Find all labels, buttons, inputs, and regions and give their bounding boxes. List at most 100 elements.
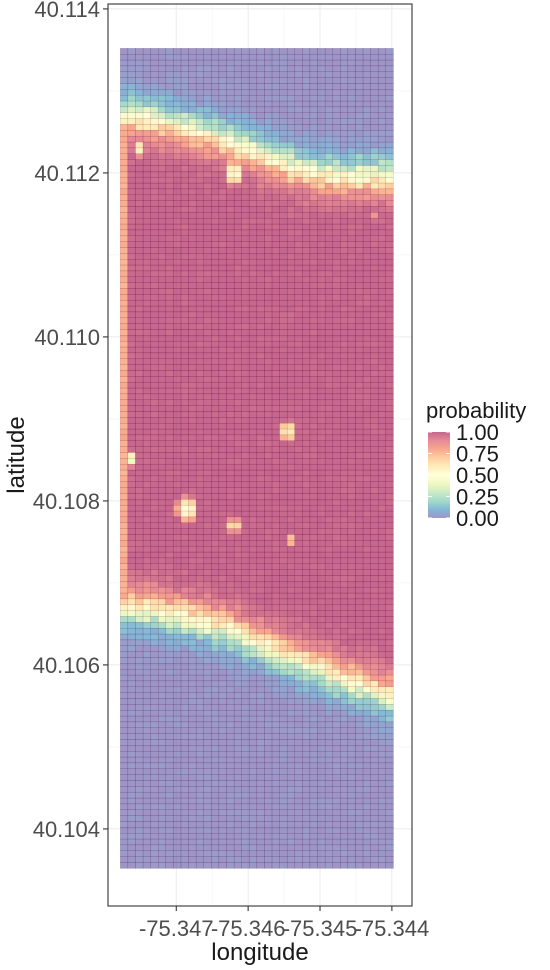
- probability-cell: [166, 552, 174, 558]
- probability-cell: [287, 376, 295, 382]
- probability-cell: [204, 792, 212, 798]
- probability-cell: [310, 423, 318, 429]
- probability-cell: [120, 72, 128, 78]
- probability-cell: [371, 652, 379, 658]
- probability-cell: [302, 95, 310, 101]
- probability-cell: [135, 318, 143, 324]
- probability-cell: [257, 376, 265, 382]
- probability-cell: [264, 763, 272, 769]
- probability-cell: [280, 476, 288, 482]
- probability-cell: [234, 411, 242, 417]
- probability-cell: [188, 212, 196, 218]
- probability-cell: [333, 663, 341, 669]
- probability-cell: [166, 628, 174, 634]
- probability-cell: [280, 517, 288, 523]
- probability-cell: [226, 236, 234, 242]
- probability-cell: [333, 148, 341, 154]
- probability-cell: [226, 101, 234, 107]
- probability-cell: [128, 271, 136, 277]
- probability-cell: [158, 593, 166, 599]
- probability-cell: [173, 253, 181, 259]
- probability-cell: [355, 464, 363, 470]
- probability-cell: [340, 687, 348, 693]
- probability-cell: [355, 669, 363, 675]
- probability-cell: [317, 810, 325, 816]
- probability-cell: [249, 447, 257, 453]
- probability-cell: [188, 857, 196, 863]
- probability-cell: [302, 271, 310, 277]
- probability-cell: [280, 359, 288, 365]
- probability-cell: [158, 546, 166, 552]
- probability-cell: [226, 669, 234, 675]
- probability-cell: [310, 546, 318, 552]
- probability-cell: [204, 78, 212, 84]
- probability-cell: [386, 365, 394, 371]
- probability-cell: [310, 265, 318, 271]
- probability-cell: [317, 845, 325, 851]
- probability-cell: [317, 798, 325, 804]
- probability-cell: [340, 763, 348, 769]
- probability-cell: [340, 464, 348, 470]
- probability-cell: [325, 341, 333, 347]
- probability-cell: [151, 833, 159, 839]
- probability-cell: [234, 575, 242, 581]
- probability-cell: [302, 136, 310, 142]
- probability-cell: [317, 470, 325, 476]
- probability-cell: [219, 288, 227, 294]
- probability-cell: [151, 230, 159, 236]
- probability-cell: [226, 447, 234, 453]
- probability-cell: [295, 171, 303, 177]
- probability-cell: [219, 224, 227, 230]
- probability-cell: [173, 400, 181, 406]
- probability-cell: [143, 833, 151, 839]
- probability-cell: [188, 763, 196, 769]
- probability-cell: [378, 72, 386, 78]
- probability-cell: [120, 669, 128, 675]
- probability-cell: [166, 599, 174, 605]
- probability-cell: [166, 259, 174, 265]
- probability-cell: [211, 83, 219, 89]
- probability-cell: [264, 183, 272, 189]
- probability-cell: [386, 763, 394, 769]
- probability-cell: [325, 488, 333, 494]
- probability-cell: [272, 780, 280, 786]
- probability-cell: [302, 119, 310, 125]
- probability-cell: [158, 669, 166, 675]
- probability-cell: [135, 300, 143, 306]
- probability-cell: [317, 734, 325, 740]
- probability-cell: [287, 435, 295, 441]
- probability-cell: [340, 693, 348, 699]
- probability-cell: [363, 693, 371, 699]
- probability-cell: [211, 177, 219, 183]
- probability-cell: [302, 318, 310, 324]
- probability-cell: [340, 493, 348, 499]
- probability-cell: [348, 435, 356, 441]
- probability-cell: [264, 429, 272, 435]
- probability-cell: [211, 242, 219, 248]
- probability-cell: [211, 300, 219, 306]
- probability-cell: [211, 716, 219, 722]
- probability-cell: [204, 212, 212, 218]
- probability-cell: [120, 394, 128, 400]
- probability-cell: [280, 523, 288, 529]
- probability-cell: [226, 124, 234, 130]
- probability-cell: [188, 242, 196, 248]
- probability-cell: [128, 833, 136, 839]
- probability-cell: [226, 89, 234, 95]
- probability-cell: [135, 710, 143, 716]
- probability-cell: [378, 575, 386, 581]
- probability-cell: [287, 546, 295, 552]
- probability-cell: [204, 769, 212, 775]
- probability-cell: [242, 206, 250, 212]
- probability-cell: [280, 312, 288, 318]
- probability-cell: [188, 83, 196, 89]
- probability-cell: [196, 663, 204, 669]
- probability-cell: [242, 505, 250, 511]
- probability-cell: [181, 253, 189, 259]
- probability-cell: [272, 359, 280, 365]
- probability-cell: [371, 505, 379, 511]
- probability-cell: [135, 347, 143, 353]
- probability-cell: [272, 60, 280, 66]
- probability-cell: [386, 370, 394, 376]
- probability-cell: [211, 318, 219, 324]
